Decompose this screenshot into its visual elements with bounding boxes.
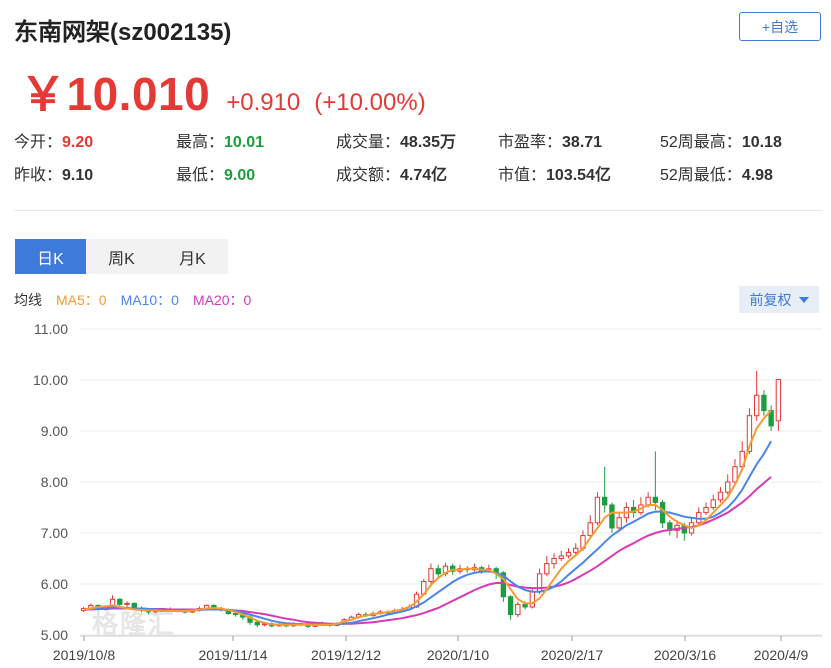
ma20-legend: MA20：0 xyxy=(192,292,252,308)
watermark-logo: 格隆汇 xyxy=(92,609,177,639)
price-change-percent: (+10.00%) xyxy=(314,89,426,116)
tab-monthly-k[interactable]: 月K xyxy=(179,250,206,268)
ma10-legend: MA10：0 xyxy=(120,292,179,308)
candle-body xyxy=(732,466,738,483)
x-tick-label: 2020/3/16 xyxy=(654,647,716,663)
y-tick-label: 7.00 xyxy=(41,525,68,541)
caret-down-icon xyxy=(798,296,809,303)
divider xyxy=(14,210,822,211)
kline-chart[interactable]: 11.00 10.00 9.00 8.00 7.00 6.00 5.00 2019/10/8 2… xyxy=(0,315,831,668)
adjust-dropdown[interactable]: 前复权 xyxy=(739,286,819,313)
y-tick-label: 8.00 xyxy=(41,474,68,490)
candle-body xyxy=(507,596,514,616)
candle-body xyxy=(529,591,535,608)
price-change: +0.910 xyxy=(226,89,301,116)
candle-body xyxy=(746,415,753,452)
stat-volume: 成交量：48.35万 xyxy=(336,134,457,151)
y-tick-label: 5.00 xyxy=(41,627,68,643)
tab-weekly-k[interactable]: 周K xyxy=(108,250,135,268)
kline-tabs: 日K 周K 月K xyxy=(15,239,228,274)
ma-label: 均线 xyxy=(14,292,42,308)
candle-body xyxy=(768,410,774,427)
candle-body xyxy=(587,522,593,537)
candle-body xyxy=(124,602,130,605)
candle-body xyxy=(616,517,622,529)
add-watchlist-button[interactable]: +自选 xyxy=(739,12,821,41)
x-tick-label: 2020/2/17 xyxy=(541,647,603,663)
stat-52w-low: 52周最低：4.98 xyxy=(660,167,773,184)
current-price: ￥10.010 xyxy=(20,68,211,120)
candle-body xyxy=(717,491,724,501)
y-tick-label: 10.00 xyxy=(33,372,68,388)
candle-body xyxy=(515,603,521,616)
x-tick-label: 2019/10/8 xyxy=(53,647,115,663)
candle-body xyxy=(710,499,716,509)
ma5-legend: MA5：0 xyxy=(56,292,107,308)
ma5-line xyxy=(83,409,772,626)
stat-high: 最高：10.01 xyxy=(176,134,265,151)
stat-open: 今开：9.20 xyxy=(14,134,94,151)
candle-body xyxy=(117,598,123,605)
candle-body xyxy=(254,621,260,626)
x-tick-label: 2019/12/12 xyxy=(311,647,381,663)
tab-daily-k[interactable]: 日K xyxy=(15,239,86,274)
candle-body xyxy=(232,613,239,616)
y-tick-label: 11.00 xyxy=(34,321,68,337)
candle-body xyxy=(522,603,528,608)
y-tick-label: 6.00 xyxy=(41,576,68,592)
y-tick-label: 9.00 xyxy=(41,423,68,439)
candle-body xyxy=(551,558,557,565)
stat-low: 最低：9.00 xyxy=(176,167,256,184)
x-tick-label: 2019/11/14 xyxy=(198,647,267,663)
stat-amount: 成交额：4.74亿 xyxy=(336,167,448,184)
price-row: ￥10.010 +0.910 (+10.00%) xyxy=(20,58,426,124)
candle-body xyxy=(703,507,709,514)
candle-body xyxy=(558,555,564,559)
candle-body xyxy=(652,496,659,503)
candle-body xyxy=(573,547,579,553)
candle-body xyxy=(645,496,651,506)
stat-prev-close: 昨收：9.10 xyxy=(14,167,94,184)
candle-body xyxy=(761,394,767,412)
stat-pe: 市盈率：38.71 xyxy=(498,134,603,151)
candle-body xyxy=(753,394,760,417)
stat-market-cap: 市值：103.54亿 xyxy=(498,167,611,184)
candle-body xyxy=(544,563,550,575)
stat-52w-high: 52周最高：10.18 xyxy=(660,134,782,151)
candle-body xyxy=(594,496,601,524)
candle-body xyxy=(775,378,782,422)
candle-body xyxy=(435,568,441,575)
candle-body xyxy=(609,504,615,529)
candle-body xyxy=(725,481,731,493)
candle-body xyxy=(565,551,572,557)
ma-legend: 均线 MA5：0 MA10：0 MA20：0 xyxy=(14,290,251,310)
stock-title: 东南网架(sz002135) xyxy=(14,19,232,46)
adjust-label: 前复权 xyxy=(749,291,792,308)
x-tick-label: 2020/1/10 xyxy=(427,647,489,663)
ma20-line xyxy=(83,476,772,625)
candle-body xyxy=(428,568,434,582)
x-tick-label: 2020/4/9 xyxy=(754,647,809,663)
candle-body xyxy=(500,572,507,598)
candle-body xyxy=(602,496,608,506)
